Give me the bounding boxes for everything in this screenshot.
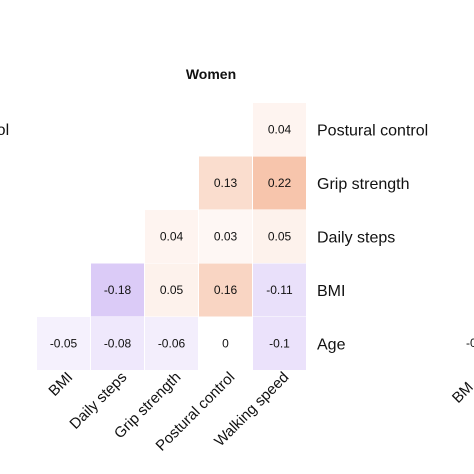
heatmap-cell-age-postural-control bbox=[199, 317, 252, 370]
heatmap-cell-bmi-grip-strength bbox=[145, 263, 198, 317]
heatmap-cell-grip-strength-walking-speed bbox=[253, 156, 306, 210]
heatmap-cell-grip-strength-postural-control bbox=[199, 156, 252, 210]
heatmap-cells: 0.04 0.13 0.22 0.04 0.03 0.05 -0.18 0.05 0.16 -0.… bbox=[37, 103, 306, 370]
heatmap-cell-daily-steps-postural-control bbox=[199, 210, 252, 263]
heatmap-cell-age-walking-speed bbox=[253, 317, 306, 370]
row-label-age: Age bbox=[317, 337, 346, 354]
cell-value-label: -0.08 bbox=[104, 337, 132, 351]
heatmap-cell-daily-steps-grip-strength bbox=[145, 210, 198, 263]
row-label-postural-control: Postural control bbox=[317, 123, 428, 140]
heatmap-cell-bmi-daily-steps bbox=[91, 263, 144, 317]
cell-value-label: 0.04 bbox=[160, 230, 184, 244]
cell-value-label: 0.16 bbox=[214, 283, 238, 297]
row-label-bmi: BMI bbox=[317, 283, 345, 300]
cell-value-label: 0.05 bbox=[268, 230, 292, 244]
column-label-bmi: BMI bbox=[45, 369, 76, 400]
clipped-right-cell-label: -0 bbox=[466, 336, 474, 350]
cell-value-label: 0.13 bbox=[214, 176, 238, 190]
heatmap-cell-postural-control-walking-speed bbox=[253, 103, 306, 156]
cell-value-label: -0.05 bbox=[50, 337, 78, 351]
row-label-grip-strength: Grip strength bbox=[317, 176, 409, 193]
cell-value-label: -0.06 bbox=[158, 337, 186, 351]
heatmap-cell-daily-steps-walking-speed bbox=[253, 210, 306, 263]
clipped-left-row-label: ntrol bbox=[0, 122, 9, 139]
heatmap-cell-bmi-postural-control bbox=[199, 263, 252, 317]
cell-value-label: -0.18 bbox=[104, 283, 132, 297]
clipped-right-column-label: BM bbox=[449, 379, 474, 407]
heatmap-cell-age-daily-steps bbox=[91, 317, 144, 370]
cell-value-label: -0.1 bbox=[269, 337, 290, 351]
cell-value-label: 0.05 bbox=[160, 283, 184, 297]
chart-title: Women bbox=[186, 66, 236, 82]
cell-value-label: 0.22 bbox=[268, 176, 292, 190]
cell-value-label: -0.11 bbox=[266, 283, 293, 297]
heatmap-cell-bmi-walking-speed bbox=[253, 263, 306, 317]
heatmap-cell-age-grip-strength bbox=[145, 317, 198, 370]
row-labels: Postural control Grip strength Daily steps… bbox=[317, 123, 428, 354]
cell-value-label: 0.04 bbox=[268, 123, 292, 137]
cell-value-label: 0 bbox=[222, 337, 229, 351]
row-label-daily-steps: Daily steps bbox=[317, 230, 395, 247]
heatmap-cell-age-bmi bbox=[37, 317, 90, 370]
cell-value-label: 0.03 bbox=[214, 230, 238, 244]
